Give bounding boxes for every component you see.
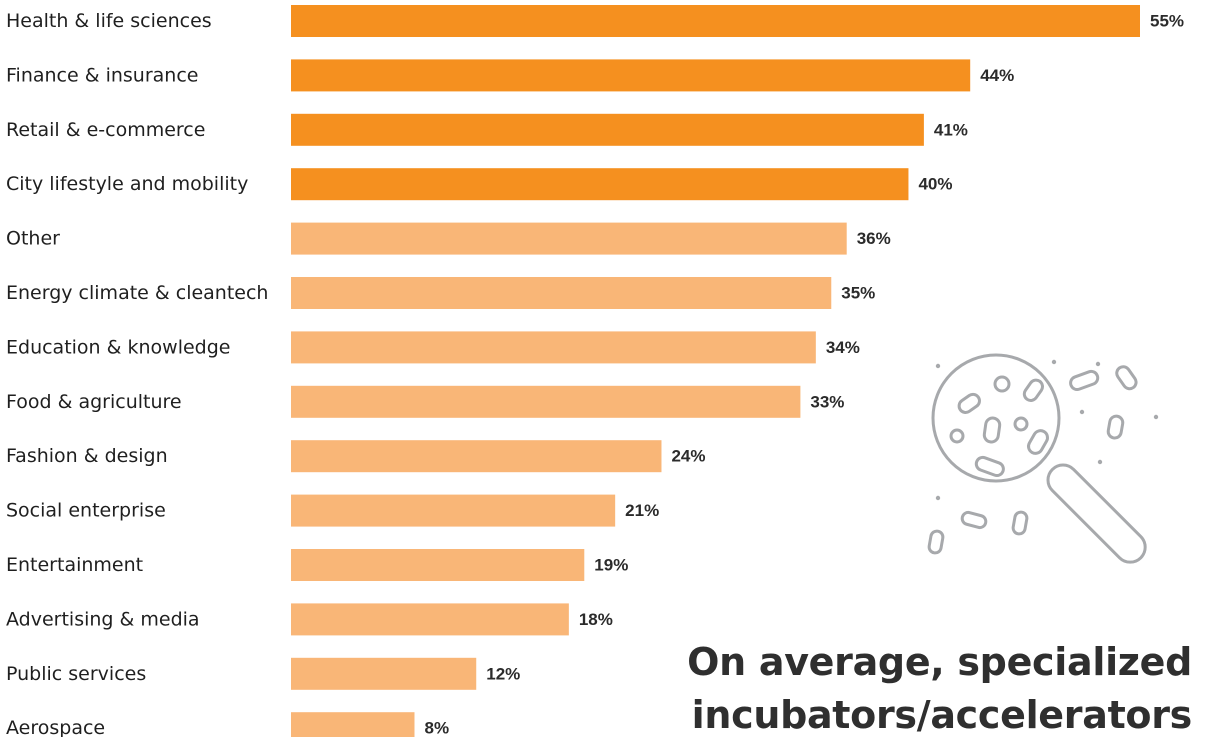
callout-line-1: On average, specialized <box>687 640 1192 684</box>
bar <box>291 59 971 92</box>
value-label: 44% <box>980 66 1014 85</box>
value-label: 24% <box>671 447 705 466</box>
bar <box>291 440 662 473</box>
callout-line-2: incubators/accelerators <box>691 693 1193 737</box>
bar <box>291 222 847 255</box>
category-label: Fashion & design <box>6 445 168 467</box>
category-label: City lifestyle and mobility <box>6 173 248 195</box>
magnifier-bacteria-icon <box>927 353 1159 564</box>
value-label: 18% <box>579 610 613 629</box>
bar <box>291 5 1140 37</box>
category-label: Advertising & media <box>6 608 200 630</box>
bar <box>291 277 832 309</box>
category-label: Public services <box>6 663 146 685</box>
category-label: Health & life sciences <box>6 10 212 32</box>
value-label: 40% <box>918 175 952 194</box>
bar <box>291 331 816 364</box>
value-label: 34% <box>826 338 860 357</box>
bar <box>291 385 801 418</box>
category-label: Retail & e-commerce <box>6 119 205 141</box>
bar <box>291 603 569 636</box>
category-label: Other <box>6 228 60 250</box>
bar <box>291 494 616 527</box>
bar <box>291 113 924 146</box>
category-label: Finance & insurance <box>6 64 198 86</box>
bar <box>291 168 909 201</box>
value-label: 55% <box>1150 12 1184 31</box>
category-label: Entertainment <box>6 554 143 576</box>
value-label: 8% <box>424 719 449 737</box>
bar <box>291 549 585 581</box>
category-label: Food & agriculture <box>6 391 182 413</box>
value-label: 12% <box>486 664 520 683</box>
value-label: 35% <box>841 284 875 303</box>
category-label: Energy climate & cleantech <box>6 282 268 304</box>
category-label: Aerospace <box>6 717 105 737</box>
bar <box>291 657 477 690</box>
category-label: Education & knowledge <box>6 336 230 358</box>
value-label: 19% <box>594 556 628 575</box>
callout-text: On average, specialized incubators/accel… <box>632 636 1192 742</box>
value-label: 21% <box>625 501 659 520</box>
value-label: 33% <box>810 392 844 411</box>
value-label: 36% <box>857 229 891 248</box>
bar <box>291 712 415 737</box>
value-label: 41% <box>934 120 968 139</box>
category-label: Social enterprise <box>6 500 166 522</box>
